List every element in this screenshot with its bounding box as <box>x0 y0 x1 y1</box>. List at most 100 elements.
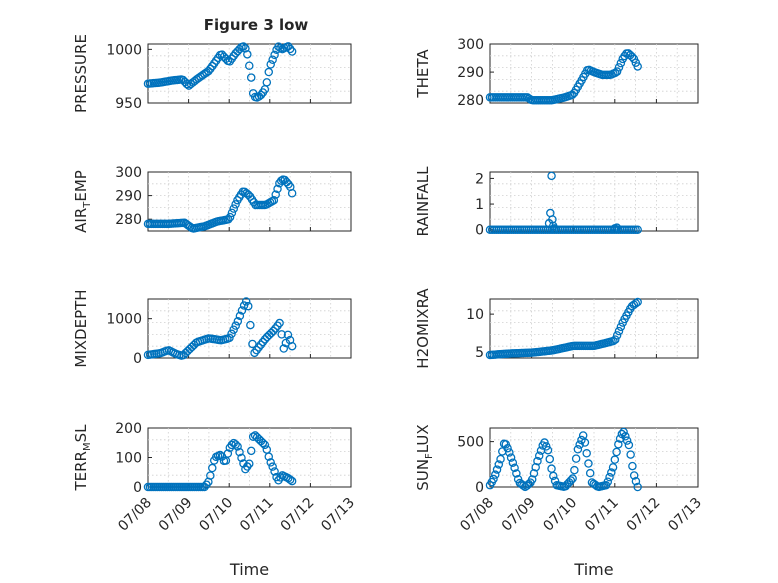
data-point <box>503 443 512 453</box>
data-point <box>266 458 275 467</box>
data-point <box>270 50 279 60</box>
y-axis-label: PRESSURE <box>72 34 90 113</box>
data-point <box>231 200 240 209</box>
data-point <box>208 463 217 473</box>
y-axis-label: RAINFALL <box>414 166 432 237</box>
y-tick-label: 0 <box>475 480 484 496</box>
data-point <box>243 50 252 59</box>
data-point <box>603 477 613 486</box>
data-point <box>275 318 284 328</box>
y-tick-label: 1 <box>475 197 484 213</box>
data-point <box>633 482 642 492</box>
data-point <box>612 447 621 457</box>
data-point <box>260 440 270 450</box>
subplot-air_temp: 280 290 300 AIRTEMP <box>72 165 352 233</box>
data-point <box>235 447 244 457</box>
data-point <box>585 468 595 478</box>
data-point <box>605 472 614 482</box>
data-point <box>266 328 276 338</box>
data-point <box>271 190 280 199</box>
data-point <box>570 465 579 475</box>
data-point <box>287 476 297 486</box>
data-point <box>633 297 642 307</box>
x-tick-label: 07/13 <box>318 495 358 535</box>
subplot-theta: 280 290 300 THETA <box>414 37 699 109</box>
data-point <box>628 461 637 471</box>
data-point <box>245 459 254 468</box>
subplot-h2omixra: 5 10 H2OMIXRA <box>414 288 699 369</box>
data-point <box>510 463 519 473</box>
data-point <box>616 322 626 332</box>
data-point <box>614 440 623 449</box>
data-point <box>501 440 511 449</box>
subplot-sun_flux: 0 500 SUNFLUX 07/08 07/09 07/10 07/11 07/12 07/1… <box>414 424 705 579</box>
grid <box>490 172 698 231</box>
data-point <box>610 335 620 344</box>
data-point <box>237 453 246 463</box>
data-point <box>229 204 238 213</box>
data-point <box>631 476 641 486</box>
data-point <box>631 299 641 308</box>
data-point <box>531 462 540 472</box>
scatter-series <box>485 49 642 105</box>
data-point <box>492 465 502 474</box>
y-tick-label: 0 <box>133 351 142 367</box>
data-point <box>549 471 558 481</box>
data-point <box>270 467 279 476</box>
scatter-series <box>485 427 642 492</box>
data-point <box>227 208 237 218</box>
data-point <box>627 52 637 61</box>
data-point <box>607 468 616 477</box>
data-point <box>227 329 236 339</box>
data-point <box>285 44 295 54</box>
data-point <box>622 436 632 445</box>
data-point <box>287 341 297 351</box>
data-point <box>550 224 559 233</box>
data-point <box>224 215 233 224</box>
data-point <box>568 474 577 483</box>
data-point <box>269 326 278 336</box>
y-tick-label: 300 <box>457 37 484 53</box>
data-point <box>626 450 635 459</box>
y-tick-label: 2 <box>475 171 484 187</box>
data-point <box>264 452 274 461</box>
data-point <box>508 458 518 467</box>
data-point <box>633 62 642 71</box>
y-tick-label: 0 <box>133 480 142 496</box>
data-point <box>239 42 248 51</box>
scatter-series <box>485 297 642 360</box>
data-point <box>182 79 192 89</box>
data-point <box>547 171 556 181</box>
x-tick-label: 07/08 <box>457 495 497 535</box>
y-tick-label: 280 <box>457 93 484 109</box>
data-point <box>244 301 253 311</box>
y-axis-label: AIRTEMP <box>72 170 93 233</box>
data-point <box>237 306 247 315</box>
data-point <box>285 475 295 484</box>
y-tick-label: 290 <box>457 65 484 81</box>
data-point <box>621 432 630 441</box>
data-point <box>266 60 275 69</box>
data-point <box>277 330 286 339</box>
data-point <box>273 184 282 194</box>
data-point <box>248 339 257 349</box>
x-axis-label: Time <box>229 560 269 579</box>
data-point <box>287 47 297 56</box>
data-point <box>608 463 618 472</box>
y-tick-label: 1000 <box>106 42 142 58</box>
data-point <box>543 445 553 455</box>
data-point <box>223 449 233 458</box>
data-point <box>246 446 256 456</box>
data-point <box>258 438 268 448</box>
data-point <box>612 223 622 232</box>
y-tick-label: 0 <box>475 223 484 239</box>
data-point <box>573 445 583 454</box>
y-tick-label: 10 <box>466 307 484 323</box>
data-point <box>245 61 254 70</box>
data-point <box>215 450 225 460</box>
data-point <box>533 456 542 466</box>
data-point <box>527 475 537 484</box>
y-axis-label: MIXDEPTH <box>72 289 90 367</box>
y-tick-label: 200 <box>115 421 142 437</box>
